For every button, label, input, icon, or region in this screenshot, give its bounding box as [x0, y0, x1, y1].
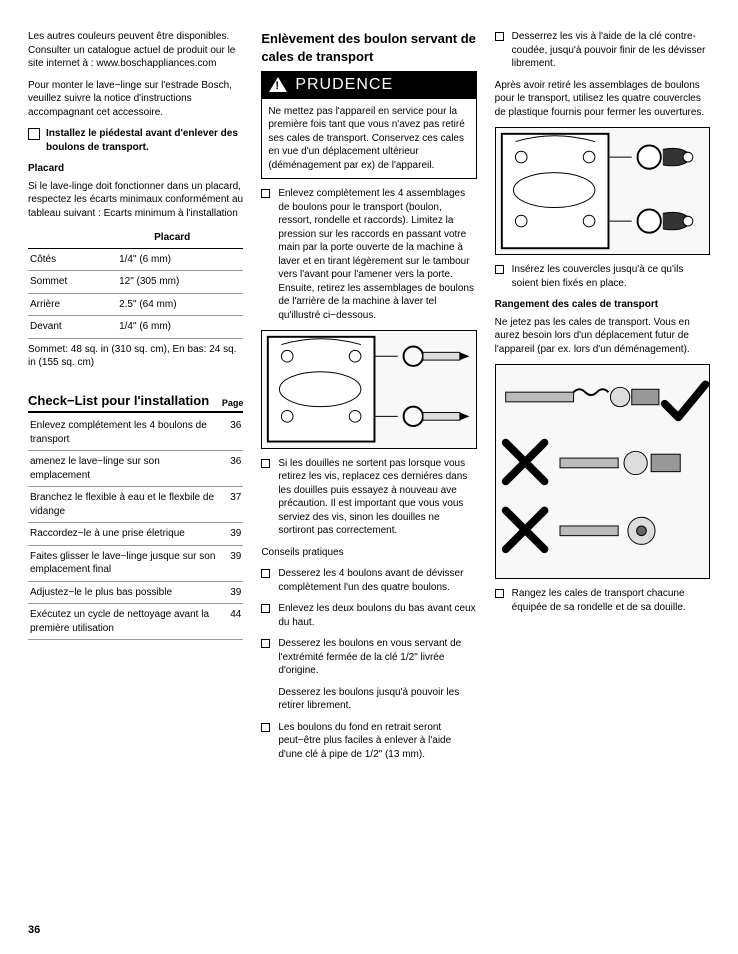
- checkbox-icon: [495, 32, 504, 41]
- warning-triangle-icon: [269, 77, 287, 92]
- bullet-item: Enlevez les deux boulons du bas avant ce…: [261, 602, 476, 629]
- table-cell: Raccordez−le à une prise életrique: [28, 523, 219, 546]
- page-number: 36: [28, 923, 40, 938]
- column-3: Desserrez les vis à l'aide de la clé con…: [495, 30, 710, 769]
- intro-text-1: Les autres couleurs peuvent être disponi…: [28, 30, 243, 71]
- bullet-text: Desserrez les vis à l'aide de la clé con…: [512, 30, 710, 71]
- warning-label: PRUDENCE: [295, 74, 393, 96]
- figure-storage: [495, 364, 710, 579]
- column-1: Les autres couleurs peuvent être disponi…: [28, 30, 243, 769]
- table-cell: Côtés: [28, 248, 101, 271]
- figure-bolt-removal: [261, 330, 476, 448]
- covers-text: Après avoir retiré les assemblages de bo…: [495, 79, 710, 120]
- bullet-text: Desserez les boulons en vous servant de …: [278, 637, 476, 678]
- storage-text: Ne jetez pas les cales de transport. Vou…: [495, 316, 710, 357]
- table-cell: 2.5" (64 mm): [101, 293, 243, 316]
- table-cell: Devant: [28, 316, 101, 339]
- checklist-table: Enlevez complétement les 4 boulons de tr…: [28, 415, 243, 640]
- table-cell: 12" (305 mm): [101, 271, 243, 294]
- table-cell: Arrière: [28, 293, 101, 316]
- table-cell: 36: [219, 451, 243, 487]
- bullet-item: Les boulons du fond en retrait seront pe…: [261, 721, 476, 762]
- table-cell: Exécutez un cycle de nettoyage avant la …: [28, 604, 219, 640]
- bullet-item: Desserez les boulons en vous servant de …: [261, 637, 476, 678]
- storage-heading: Rangement des cales de transport: [495, 298, 710, 312]
- table-cell: 44: [219, 604, 243, 640]
- checkbox-icon: [261, 639, 270, 648]
- removal-heading: Enlèvement des boulon servant de cales d…: [261, 30, 476, 65]
- bullet-text: Les boulons du fond en retrait seront pe…: [278, 721, 476, 762]
- checkbox-icon: [261, 459, 270, 468]
- placard-table: Placard Côtés1/4" (6 mm) Sommet12" (305 …: [28, 228, 243, 339]
- checklist-header: Check−List pour l'installation Page: [28, 392, 243, 414]
- checkbox-icon: [28, 128, 40, 140]
- tips-heading: Conseils pratiques: [261, 546, 476, 560]
- bullet-item: Desserrez les vis à l'aide de la clé con…: [495, 30, 710, 71]
- table-cell: Enlevez complétement les 4 boulons de tr…: [28, 415, 219, 451]
- bullet-text: Si les douilles ne sortent pas lorsque v…: [278, 457, 476, 538]
- column-2: Enlèvement des boulon servant de cales d…: [261, 30, 476, 769]
- table-cell: 36: [219, 415, 243, 451]
- table-cell: 1/4" (6 mm): [101, 248, 243, 271]
- bullet-text: Rangez les cales de transport chacune éq…: [512, 587, 710, 614]
- table-cell: Sommet: [28, 271, 101, 294]
- page-column-label: Page: [222, 397, 244, 409]
- checkbox-icon: [261, 604, 270, 613]
- loose-bolts-text: Desserez les boulons jusqu'à pouvoir les…: [261, 686, 476, 713]
- table-cell: 39: [219, 523, 243, 546]
- table-cell: amenez le lave−linge sur son emplacement: [28, 451, 219, 487]
- bullet-item: Si les douilles ne sortent pas lorsque v…: [261, 457, 476, 538]
- bullet-item: Desserez les 4 boulons avant de dévisser…: [261, 567, 476, 594]
- intro-text-2: Pour monter le lave−linge sur l'estrade …: [28, 79, 243, 120]
- bullet-text: Enlevez complètement les 4 assemblages d…: [278, 187, 476, 322]
- pedestal-note-text: Installez le piédestal avant d'enlever d…: [46, 127, 243, 154]
- checklist-title: Check−List pour l'installation: [28, 392, 209, 410]
- checkbox-icon: [261, 723, 270, 732]
- caution-text: Ne mettez pas l'appareil en service pour…: [261, 99, 476, 180]
- checkbox-icon: [495, 589, 504, 598]
- table-cell: Branchez le flexible à eau et le flexbil…: [28, 487, 219, 523]
- page-content: Les autres couleurs peuvent être disponi…: [28, 30, 710, 769]
- placard-note: Sommet: 48 sq. in (310 sq. cm), En bas: …: [28, 343, 243, 370]
- warning-banner: PRUDENCE: [261, 71, 476, 99]
- table-cell: 39: [219, 581, 243, 604]
- table-cell: 1/4" (6 mm): [101, 316, 243, 339]
- table-cell: 39: [219, 545, 243, 581]
- bullet-text: Desserez les 4 boulons avant de dévisser…: [278, 567, 476, 594]
- bullet-text: Enlevez les deux boulons du bas avant ce…: [278, 602, 476, 629]
- table-cell: Faites glisser le lave−linge jusque sur …: [28, 545, 219, 581]
- bullet-item: Enlevez complètement les 4 assemblages d…: [261, 187, 476, 322]
- checkbox-icon: [261, 189, 270, 198]
- bullet-item: Insérez les couvercles jusqu'à ce qu'ils…: [495, 263, 710, 290]
- placard-col-header: Placard: [101, 228, 243, 248]
- placard-intro: Si le lave-linge doit fonctionner dans u…: [28, 180, 243, 221]
- bullet-item: Rangez les cales de transport chacune éq…: [495, 587, 710, 614]
- figure-covers: [495, 127, 710, 255]
- bullet-text: Insérez les couvercles jusqu'à ce qu'ils…: [512, 263, 710, 290]
- table-cell: 37: [219, 487, 243, 523]
- placard-heading: Placard: [28, 162, 243, 176]
- table-cell: Adjustez−le le plus bas possible: [28, 581, 219, 604]
- checkbox-icon: [495, 265, 504, 274]
- pedestal-note: Installez le piédestal avant d'enlever d…: [28, 127, 243, 154]
- checkbox-icon: [261, 569, 270, 578]
